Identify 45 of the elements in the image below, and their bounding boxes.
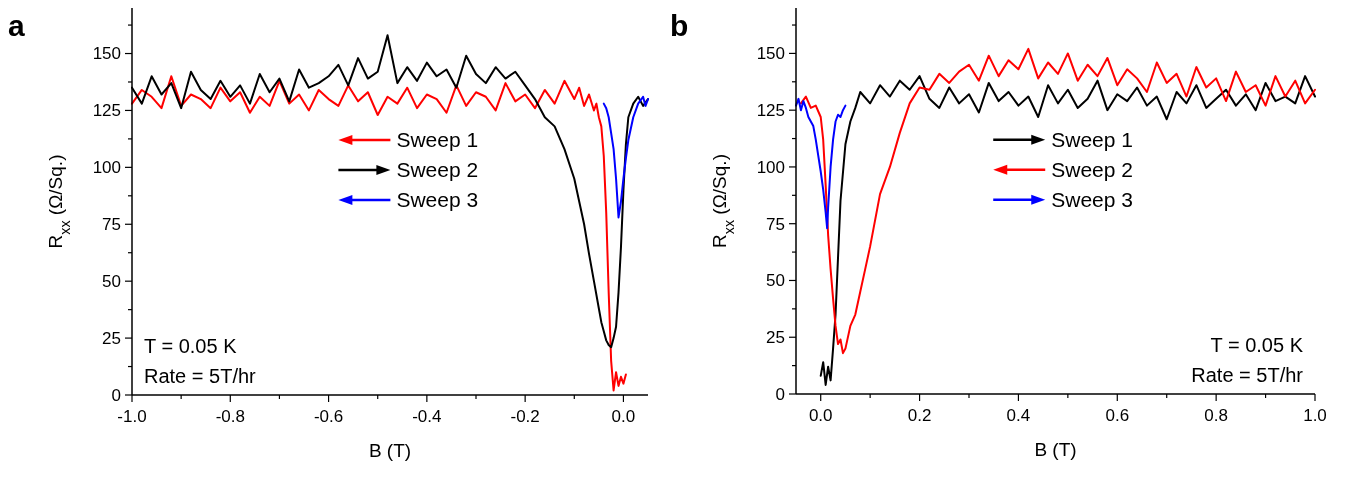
annotation: Rate = 5T/hr: [144, 365, 257, 387]
x-axis-title: B (T): [1034, 439, 1077, 460]
line-series: [819, 75, 1316, 386]
y-tick-label: 125: [756, 101, 785, 121]
y-tick-label: 75: [102, 215, 121, 235]
y-tick-label: 100: [756, 157, 785, 177]
chart-title: b: [670, 9, 689, 42]
x-tick-label: -0.2: [510, 407, 540, 426]
legend-label: Sweep 1: [396, 128, 479, 152]
y-tick-label: 125: [92, 101, 121, 121]
line-series: [131, 75, 627, 392]
y-tick-label: 0: [775, 384, 785, 404]
x-tick-label: 0.6: [1105, 406, 1130, 425]
legend-label: Sweep 3: [1051, 188, 1133, 212]
line-series: [799, 47, 1316, 355]
x-tick-label: 0.2: [907, 406, 932, 425]
annotation: T = 0.05 K: [1210, 334, 1304, 356]
x-tick-label: 0.0: [808, 406, 833, 425]
x-tick-label: -0.6: [313, 407, 344, 426]
chart-title: a: [8, 9, 25, 42]
legend-label: Sweep 3: [396, 188, 479, 212]
y-tick-label: 50: [102, 272, 121, 292]
x-tick-label: 0.4: [1006, 406, 1031, 425]
y-tick-label: 0: [111, 385, 121, 405]
x-tick-label: -0.4: [412, 407, 442, 426]
y-tick-label: 50: [766, 271, 785, 291]
line-series: [795, 97, 847, 230]
y-tick-label: 150: [756, 44, 785, 64]
x-tick-label: -0.8: [215, 407, 245, 426]
x-tick-label: 0.8: [1204, 406, 1228, 425]
x-tick-label: 0.0: [611, 407, 636, 426]
line-series: [602, 95, 649, 219]
y-tick-label: 75: [766, 214, 785, 234]
y-tick-label: 25: [766, 328, 785, 348]
x-tick-label: -1.0: [117, 407, 147, 426]
x-axis-title: B (T): [368, 440, 412, 461]
legend-label: Sweep 2: [396, 158, 479, 182]
x-tick-label: 1.0: [1303, 406, 1327, 425]
legend-label: Sweep 1: [1051, 128, 1133, 152]
annotation: Rate = 5T/hr: [1191, 364, 1304, 386]
y-tick-label: 150: [92, 44, 121, 64]
y-tick-label: 100: [92, 158, 121, 178]
y-tick-label: 25: [102, 329, 121, 349]
annotation: T = 0.05 K: [144, 335, 238, 357]
legend-label: Sweep 2: [1051, 158, 1133, 182]
